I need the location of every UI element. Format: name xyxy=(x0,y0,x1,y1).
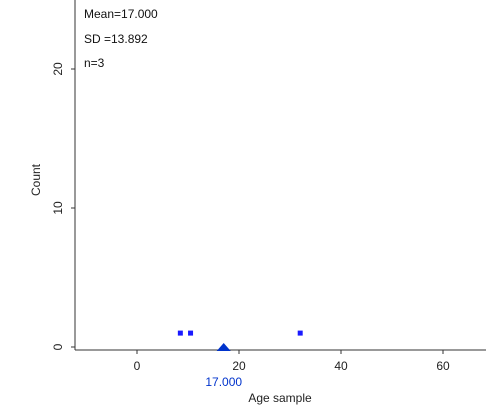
data-point xyxy=(188,330,194,336)
data-point xyxy=(177,330,183,336)
summary-stats: Mean=17.000 SD =13.892 n=3 xyxy=(84,7,158,70)
x-tick-label: 60 xyxy=(436,359,450,373)
mean-value-label: 17.000 xyxy=(205,375,242,389)
mean-marker-group: 17.000 xyxy=(205,343,242,389)
stat-n: n=3 xyxy=(84,56,105,70)
x-tick-label: 20 xyxy=(232,359,246,373)
x-tick-label: 0 xyxy=(134,359,141,373)
mean-triangle-marker xyxy=(216,343,231,351)
y-tick-label: 10 xyxy=(51,201,65,215)
stat-mean: Mean=17.000 xyxy=(84,7,158,21)
y-tick-label: 0 xyxy=(51,343,65,350)
x-axis-title: Age sample xyxy=(248,391,312,405)
stat-sd: SD =13.892 xyxy=(84,32,148,46)
y-axis-ticks: 0 10 20 xyxy=(51,62,75,350)
x-tick-label: 40 xyxy=(334,359,348,373)
data-point xyxy=(297,330,303,336)
data-points xyxy=(177,330,303,336)
y-axis-title: Count xyxy=(29,163,43,196)
x-axis-ticks: 0 20 40 60 xyxy=(134,350,450,373)
y-tick-label: 20 xyxy=(51,62,65,76)
